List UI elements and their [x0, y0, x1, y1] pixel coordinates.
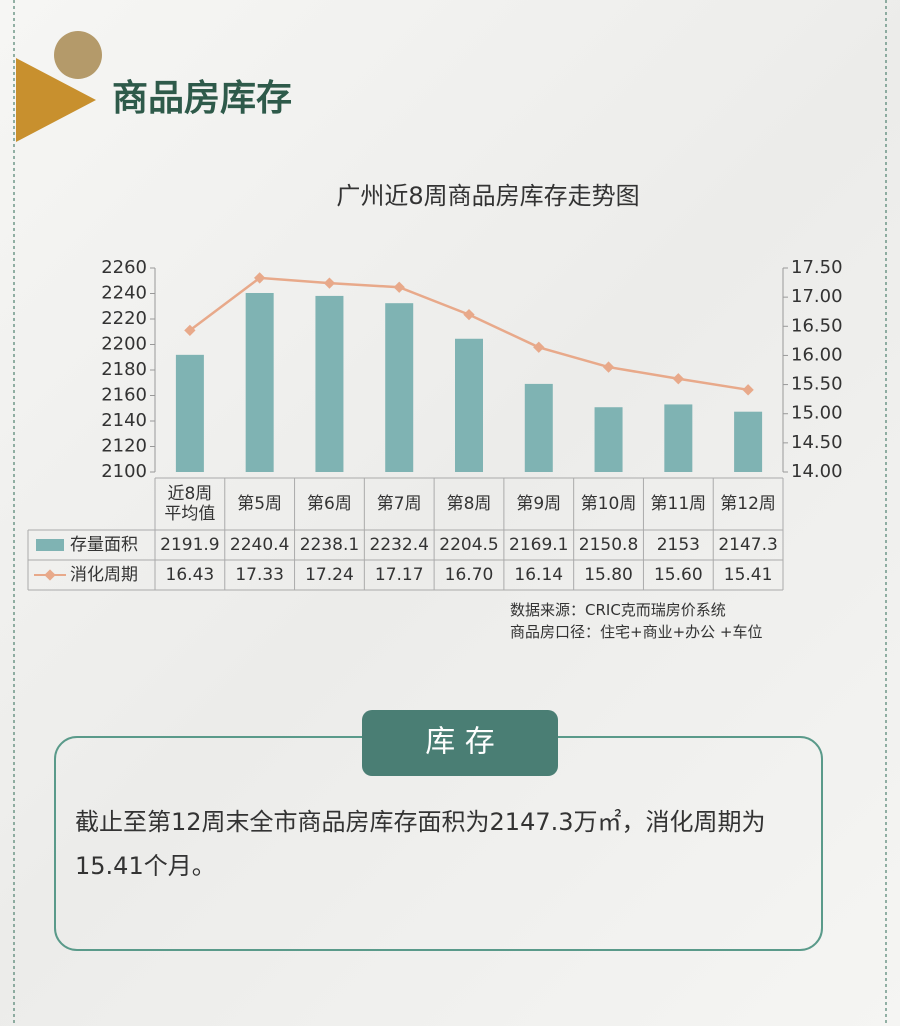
data-label: 2153 — [656, 535, 700, 555]
note: 商品房口径：住宅+商业+办公 +车位 — [510, 623, 763, 641]
point — [602, 361, 615, 373]
legend-swatch — [36, 539, 64, 551]
x-tick-label: 第5周 — [237, 494, 283, 514]
y2-tick-label: 16.00 — [791, 344, 843, 365]
legend-marker — [44, 569, 56, 581]
data-label: 2240.4 — [229, 535, 290, 555]
x-tick-label: 第8周 — [446, 494, 492, 514]
decor-triangle — [16, 58, 96, 142]
y-tick-label: 2260 — [101, 257, 147, 278]
y2-tick-label: 17.50 — [791, 257, 843, 278]
bar — [455, 338, 483, 472]
x-tick-label: 近8周平均值 — [164, 484, 216, 524]
legend-label: 消化周期 — [70, 565, 138, 585]
data-label: 15.41 — [723, 565, 773, 585]
data-label: 15.80 — [584, 565, 633, 585]
y-tick-label: 2160 — [101, 385, 147, 406]
data-label: 2191.9 — [160, 535, 220, 555]
data-label: 2238.1 — [299, 535, 360, 555]
point — [672, 373, 684, 385]
data-label: 17.24 — [305, 565, 354, 585]
y-tick-label: 2140 — [101, 410, 147, 431]
point — [393, 281, 405, 293]
page-title: 商品房库存 — [112, 78, 292, 119]
bar — [734, 411, 763, 472]
legend-label: 存量面积 — [70, 535, 138, 555]
point — [742, 384, 754, 396]
point — [463, 308, 475, 321]
x-tick-label: 第10周 — [580, 494, 637, 514]
y2-tick-label: 14.00 — [791, 461, 843, 482]
y2-tick-label: 16.50 — [791, 315, 843, 336]
x-tick-label: 第7周 — [376, 494, 422, 514]
box-tab — [362, 710, 558, 776]
y2-tick-label: 15.50 — [791, 374, 843, 395]
y-tick-label: 2240 — [101, 283, 147, 304]
x-tick-label: 第12周 — [720, 494, 776, 514]
y-tick-label: 2220 — [101, 308, 147, 329]
data-label: 2204.5 — [439, 535, 499, 555]
data-label: 2150.8 — [578, 535, 639, 555]
bar — [664, 404, 693, 472]
note: 数据来源：CRIC克而瑞房价系统 — [510, 601, 726, 619]
decor-circle — [54, 31, 102, 79]
y-tick-label: 2180 — [101, 359, 147, 380]
bar — [245, 292, 274, 472]
y-tick-label: 2200 — [101, 334, 147, 355]
data-label: 17.33 — [235, 565, 284, 585]
point — [184, 324, 196, 337]
point — [533, 341, 545, 353]
data-label: 2169.1 — [509, 535, 569, 555]
box-label: 库 存 — [425, 725, 495, 760]
y2-tick-label: 15.00 — [791, 403, 843, 424]
bar — [594, 407, 623, 472]
box-text: 截止至第12周末全市商品房库存面积为2147.3万㎡，消化周期为15.41个月。 — [75, 808, 766, 880]
data-label: 2147.3 — [718, 535, 778, 555]
point — [323, 277, 336, 289]
y2-tick-label: 17.00 — [791, 286, 843, 307]
data-label: 15.60 — [653, 565, 703, 585]
y2-tick-label: 14.50 — [791, 432, 843, 453]
x-tick-label: 第11周 — [650, 494, 707, 514]
x-tick-label: 第9周 — [516, 494, 562, 514]
data-label: 17.17 — [374, 565, 424, 585]
chart-title: 广州近8周商品房库存走势图 — [336, 182, 639, 210]
x-tick-label: 第6周 — [307, 494, 352, 514]
data-label: 16.43 — [165, 565, 215, 585]
bar — [385, 303, 414, 472]
bar — [315, 295, 344, 472]
bar — [175, 354, 204, 472]
y-tick-label: 2100 — [101, 461, 147, 482]
y-tick-label: 2120 — [101, 436, 147, 457]
data-label: 16.14 — [514, 565, 564, 585]
bar — [524, 383, 553, 472]
data-label: 16.70 — [444, 565, 494, 585]
data-label: 2232.4 — [369, 535, 429, 555]
